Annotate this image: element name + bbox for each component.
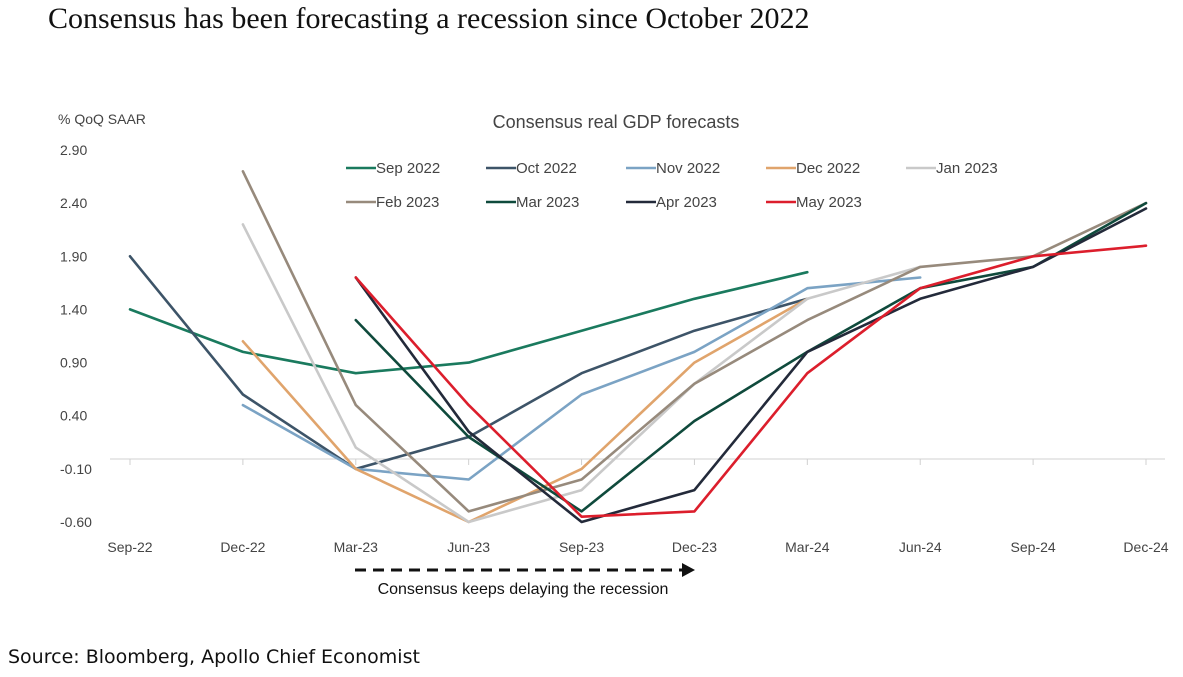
legend-label: Feb 2023: [376, 194, 439, 211]
legend-label: Nov 2022: [656, 160, 720, 177]
legend-label: Dec 2022: [796, 160, 860, 177]
gdp-forecast-chart: % QoQ SAAR Consensus real GDP forecasts …: [58, 111, 1169, 598]
series-line-sep-2022: [128, 270, 809, 375]
x-tick-label: Dec-23: [672, 539, 717, 555]
x-tick-label: Dec-24: [1123, 539, 1168, 555]
y-tick-label: 2.90: [60, 142, 87, 158]
y-tick-label: -0.10: [60, 461, 92, 477]
chart-title: Consensus real GDP forecasts: [493, 112, 740, 132]
legend-label: Apr 2023: [656, 194, 717, 211]
x-tick-label: Sep-23: [559, 539, 604, 555]
series-line-mar-2023: [354, 201, 1148, 513]
x-tick-label: Jun-24: [899, 539, 942, 555]
source-note: Source: Bloomberg, Apollo Chief Economis…: [8, 646, 420, 668]
recession-delay-arrow: [355, 563, 695, 577]
x-tick-label: Jun-23: [447, 539, 490, 555]
x-tick-label: Sep-22: [107, 539, 152, 555]
page-title: Consensus has been forecasting a recessi…: [48, 2, 810, 35]
x-tick-label: Mar-23: [334, 539, 379, 555]
legend-label: Oct 2022: [516, 160, 577, 177]
legend-label: Jan 2023: [936, 160, 998, 177]
x-tick-label: Sep-24: [1011, 539, 1056, 555]
series-line-feb-2023: [241, 170, 1148, 513]
series-line-apr-2023: [354, 207, 1148, 524]
series-line-may-2023: [354, 244, 1148, 519]
y-tick-label: 1.40: [60, 301, 87, 317]
legend-label: Mar 2023: [516, 194, 579, 211]
y-tick-label: -0.60: [60, 514, 92, 530]
y-tick-label: 1.90: [60, 248, 87, 264]
y-tick-label: 0.90: [60, 355, 87, 371]
annotation-text: Consensus keeps delaying the recession: [378, 581, 669, 598]
series-line-jan-2023: [241, 223, 922, 524]
x-tick-label: Dec-22: [220, 539, 265, 555]
y-axis-label: % QoQ SAAR: [58, 111, 146, 127]
series-line-dec-2022: [241, 297, 809, 524]
y-tick-label: 0.40: [60, 408, 87, 424]
x-tick-label: Mar-24: [785, 539, 830, 555]
series-line-nov-2022: [241, 276, 922, 481]
legend-label: Sep 2022: [376, 160, 440, 177]
y-tick-label: 2.40: [60, 195, 87, 211]
legend-label: May 2023: [796, 194, 862, 211]
